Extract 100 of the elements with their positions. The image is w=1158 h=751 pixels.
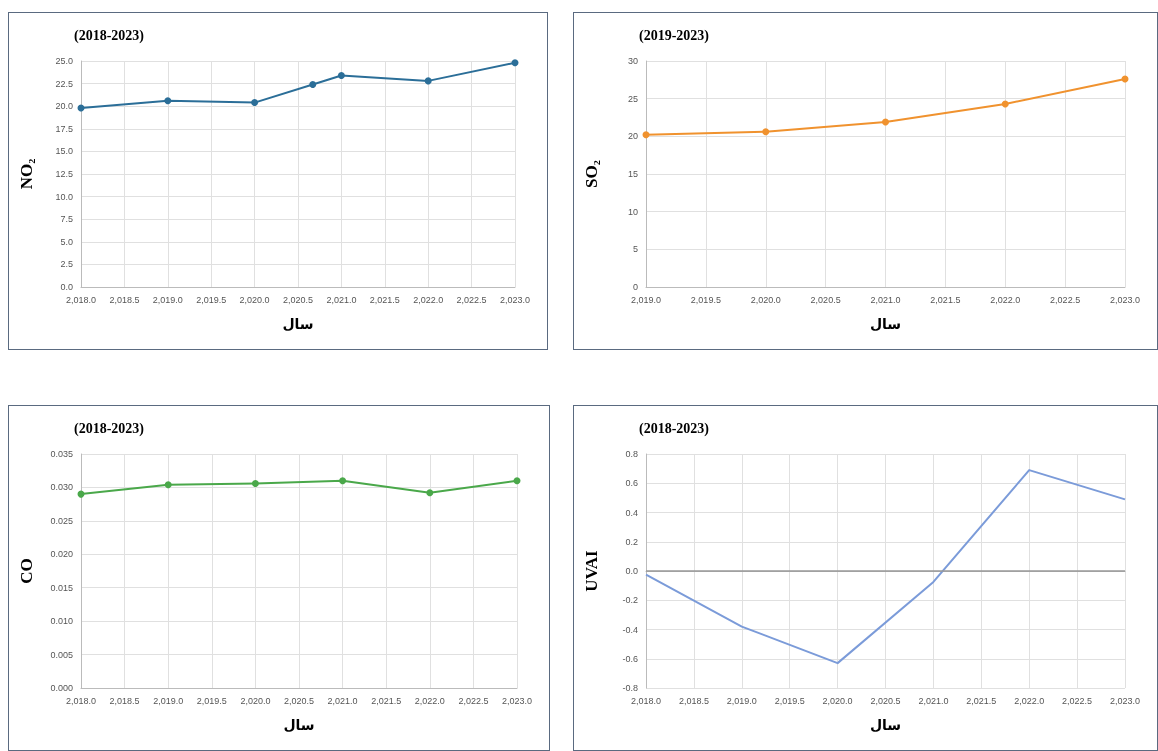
y-tick-label: 0.030 [50, 482, 73, 493]
y-tick-label: 10 [627, 206, 638, 217]
x-tick-label: 2,020.5 [870, 695, 901, 706]
y-axis-title: UVAI [582, 549, 601, 592]
y-tick-label: -0.8 [622, 683, 638, 693]
y-tick-label: 22.5 [55, 78, 73, 89]
y-tick-label: 0 [632, 282, 638, 292]
x-axis-title: سال [283, 717, 315, 733]
x-tick-label: 2,019.5 [774, 695, 805, 706]
x-tick-label: 2,019.5 [196, 695, 227, 706]
line-series [645, 469, 1126, 665]
x-tick-label: 2,018.0 [65, 695, 97, 706]
x-tick-label: 2,021.5 [930, 294, 961, 305]
x-axis-title: سال [869, 717, 902, 733]
x-tick-label: 2,021.0 [327, 695, 358, 706]
x-tick-label: 2,023.0 [501, 695, 533, 706]
x-tick-label: 2,019.0 [630, 294, 662, 305]
point [426, 489, 434, 497]
y-axis-title: CO [17, 558, 36, 584]
x-tick-label: 2,020.0 [822, 695, 853, 706]
x-tick-label: 2,020.0 [240, 695, 271, 706]
x-tick-label: 2,019.5 [690, 294, 721, 305]
x-tick-label: 2,020.0 [750, 294, 781, 305]
y-tick-label: 25.0 [55, 56, 73, 66]
x-tick-label: 2,018.5 [109, 294, 140, 305]
y-tick-label: 0.8 [625, 449, 638, 459]
x-tick-label: 2,022.0 [414, 695, 445, 706]
y-tick-label: 30 [627, 56, 638, 66]
x-axis-title: سال [869, 316, 902, 332]
point [309, 81, 317, 88]
point [251, 99, 259, 107]
point [882, 118, 889, 126]
point [762, 128, 770, 136]
chart-title: (2018-2023) [74, 27, 145, 44]
x-tick-label: 2,023.0 [1109, 695, 1141, 706]
y-tick-label: 25 [627, 93, 638, 104]
x-tick-label: 2,018.5 [678, 695, 709, 706]
point [164, 97, 172, 105]
y-tick-label: 0.0 [625, 566, 638, 576]
x-tick-label: 2,021.5 [369, 294, 400, 305]
point [1001, 100, 1009, 108]
y-tick-label: 5 [632, 244, 638, 255]
chart-title: (2018-2023) [74, 420, 145, 437]
y-tick-label: 17.5 [55, 123, 73, 134]
point [339, 477, 347, 485]
point [511, 59, 519, 67]
y-tick-label: 7.5 [60, 214, 73, 225]
y-tick-label: 0.010 [50, 616, 73, 627]
x-tick-label: 2,021.0 [326, 294, 357, 305]
y-tick-label: 0.025 [50, 515, 73, 526]
x-tick-label: 2,018.0 [630, 695, 662, 706]
y-tick-label: 20.0 [55, 101, 73, 112]
chart-title: (2019-2023) [639, 27, 710, 44]
x-tick-label: 2,019.0 [726, 695, 757, 706]
y-tick-label: 0.005 [50, 649, 73, 660]
y-tick-label: -0.6 [622, 653, 638, 664]
x-axis-title: سال [282, 316, 314, 332]
x-tick-label: 2,022.0 [1014, 695, 1045, 706]
y-tick-label: 0.4 [625, 507, 638, 518]
x-tick-label: 2,018.5 [109, 695, 140, 706]
y-tick-label: 15 [627, 169, 638, 179]
point [164, 481, 172, 489]
y-axis-title: SO₂ [582, 160, 601, 188]
y-tick-label: 0.0 [60, 282, 73, 292]
point [513, 477, 521, 485]
x-tick-label: 2,020.5 [810, 294, 841, 305]
y-tick-label: 5.0 [60, 236, 73, 247]
x-tick-label: 2,022.5 [1062, 695, 1093, 706]
point [251, 479, 259, 487]
x-tick-label: 2,019.0 [152, 294, 183, 305]
y-tick-label: 2.5 [60, 259, 73, 270]
x-tick-label: 2,020.5 [283, 695, 315, 706]
x-tick-label: 2,020.5 [282, 294, 314, 305]
x-tick-label: 2,022.5 [1050, 294, 1081, 305]
x-tick-label: 2,021.0 [918, 695, 949, 706]
x-tick-label: 2,021.5 [371, 695, 402, 706]
x-tick-label: 2,019.5 [196, 294, 227, 305]
y-tick-label: 12.5 [55, 169, 73, 179]
y-axis-title: NO₂ [17, 158, 36, 190]
y-tick-label: 0.015 [50, 582, 73, 593]
x-tick-label: 2,023.0 [1109, 294, 1141, 305]
y-tick-label: 20 [627, 131, 638, 142]
x-tick-label: 2,022.0 [990, 294, 1021, 305]
x-tick-label: 2,020.0 [239, 294, 270, 305]
y-tick-label: 10.0 [55, 191, 73, 202]
point [642, 131, 650, 139]
y-tick-label: 0.020 [50, 549, 73, 560]
y-tick-label: 0.2 [625, 536, 638, 547]
x-tick-label: 2,019.0 [153, 695, 184, 706]
chart-title: (2018-2023) [639, 420, 710, 437]
x-tick-label: 2,021.0 [870, 294, 901, 305]
x-tick-label: 2,018.0 [65, 294, 97, 305]
x-tick-label: 2,021.5 [966, 695, 997, 706]
x-tick-label: 2,022.0 [413, 294, 444, 305]
y-tick-label: 15.0 [55, 146, 73, 157]
x-tick-label: 2,022.5 [458, 695, 489, 706]
y-tick-label: 0.000 [50, 683, 73, 693]
y-tick-label: -0.4 [622, 624, 638, 635]
point [424, 77, 432, 85]
y-tick-label: -0.2 [622, 595, 638, 606]
